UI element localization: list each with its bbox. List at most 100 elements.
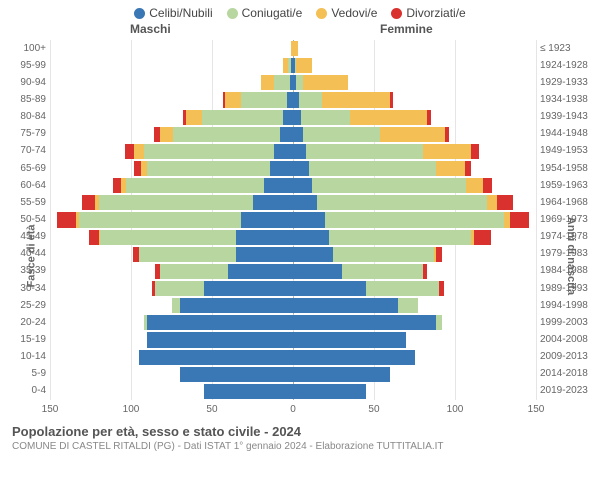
birth-year-label: 1959-1963 (536, 181, 588, 191)
age-label: 100+ (23, 44, 50, 54)
bar-segment (147, 161, 270, 176)
x-tick-label: 50 (368, 404, 379, 415)
bar-segment (436, 161, 465, 176)
male-side (50, 383, 293, 400)
bar (147, 332, 293, 347)
bar (139, 350, 293, 365)
header-females: Femmine (380, 22, 433, 36)
male-side (50, 349, 293, 366)
birth-year-label: 1969-1973 (536, 215, 588, 225)
x-tick-label: 150 (528, 404, 545, 415)
male-side (50, 314, 293, 331)
bar-segment (134, 144, 144, 159)
age-label: 15-19 (20, 335, 50, 345)
bar-segment (261, 75, 274, 90)
legend-swatch (227, 8, 238, 19)
male-side (50, 246, 293, 263)
chart-title: Popolazione per età, sesso e stato civil… (12, 424, 590, 439)
legend-label: Coniugati/e (242, 6, 303, 20)
birth-year-label: 1974-1978 (536, 232, 588, 242)
bar-segment (436, 247, 442, 262)
legend-label: Divorziati/e (406, 6, 465, 20)
bar (293, 367, 390, 382)
bar-segment (390, 92, 393, 107)
bar-segment (293, 281, 366, 296)
bar-segment (439, 281, 444, 296)
age-label: 45-49 (20, 232, 50, 242)
female-side (293, 74, 536, 91)
female-side (293, 177, 536, 194)
birth-year-label: 2014-2018 (536, 369, 588, 379)
age-row: 90-941929-1933 (50, 74, 536, 91)
bar-segment (333, 247, 433, 262)
birth-year-label: 1964-1968 (536, 198, 588, 208)
bar-segment (317, 195, 487, 210)
male-side (50, 40, 293, 57)
x-ticks: 15010050050100150 (50, 404, 536, 418)
male-side (50, 57, 293, 74)
bar-segment (253, 195, 293, 210)
bar-segment (423, 264, 428, 279)
bar-segment (274, 75, 290, 90)
male-side (50, 177, 293, 194)
bar-segment (241, 92, 286, 107)
birth-year-label: 1939-1943 (536, 112, 588, 122)
bar-segment (241, 212, 293, 227)
bar (293, 384, 366, 399)
bar-segment (293, 110, 301, 125)
bar-segment (204, 281, 293, 296)
bar-segment (280, 127, 293, 142)
age-row: 50-541969-1973 (50, 211, 536, 228)
legend-item: Coniugati/e (227, 6, 303, 20)
bar (293, 92, 393, 107)
legend-item: Celibi/Nubili (134, 6, 212, 20)
female-side (293, 366, 536, 383)
bar-segment (180, 298, 293, 313)
female-side (293, 57, 536, 74)
age-row: 45-491974-1978 (50, 229, 536, 246)
bar (134, 161, 293, 176)
bar-segment (155, 281, 204, 296)
age-row: 60-641959-1963 (50, 177, 536, 194)
female-side (293, 297, 536, 314)
bar-segment (465, 161, 471, 176)
age-row: 25-291994-1998 (50, 297, 536, 314)
legend-item: Vedovi/e (316, 6, 377, 20)
bar-segment (160, 264, 228, 279)
bar-segment (228, 264, 293, 279)
age-row: 75-791944-1948 (50, 126, 536, 143)
bar (293, 247, 442, 262)
age-label: 70-74 (20, 146, 50, 156)
bar-segment (380, 127, 445, 142)
female-side (293, 109, 536, 126)
age-row: 95-991924-1928 (50, 57, 536, 74)
bar-segment (474, 230, 490, 245)
bar (293, 212, 530, 227)
bar-segment (293, 195, 317, 210)
chart-rows: 0-42019-20235-92014-201810-142009-201315… (50, 40, 536, 400)
bar-segment (510, 212, 529, 227)
female-side (293, 91, 536, 108)
bar-segment (147, 315, 293, 330)
birth-year-label: ≤ 1923 (536, 44, 571, 54)
male-side (50, 229, 293, 246)
birth-year-label: 1984-1988 (536, 266, 588, 276)
female-side (293, 383, 536, 400)
bar-segment (322, 92, 390, 107)
female-side (293, 126, 536, 143)
female-side (293, 349, 536, 366)
bar (172, 298, 294, 313)
bar-segment (147, 332, 293, 347)
bar (293, 161, 471, 176)
female-side (293, 246, 536, 263)
age-label: 20-24 (20, 318, 50, 328)
birth-year-label: 2009-2013 (536, 352, 588, 362)
bar-segment (99, 195, 253, 210)
bar-segment (312, 178, 466, 193)
bar-segment (236, 230, 293, 245)
age-row: 40-441979-1983 (50, 246, 536, 263)
bar (293, 298, 418, 313)
bar-segment (483, 178, 493, 193)
bar-segment (303, 127, 381, 142)
legend-label: Vedovi/e (331, 6, 377, 20)
